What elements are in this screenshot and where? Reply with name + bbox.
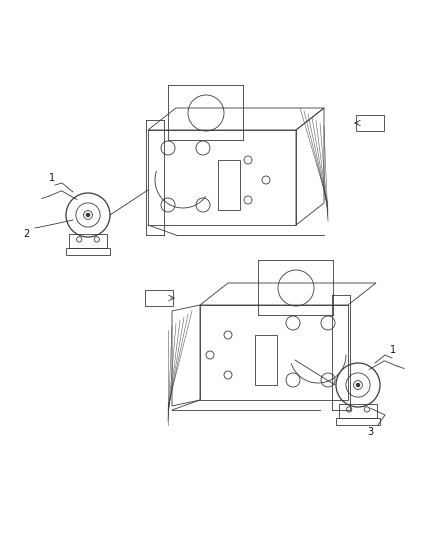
Text: 3: 3: [367, 427, 373, 437]
Text: 2: 2: [23, 229, 29, 239]
Circle shape: [86, 213, 89, 216]
Circle shape: [357, 383, 360, 386]
Text: 1: 1: [390, 345, 396, 355]
Bar: [200, 305, 348, 400]
Bar: [339, 403, 377, 418]
Bar: [145, 290, 173, 306]
Bar: [356, 115, 384, 131]
Bar: [69, 233, 107, 248]
Bar: [148, 130, 296, 225]
Bar: [336, 418, 379, 425]
Bar: [255, 335, 277, 385]
Text: 1: 1: [49, 173, 55, 183]
Bar: [218, 160, 240, 210]
Bar: [67, 248, 110, 255]
